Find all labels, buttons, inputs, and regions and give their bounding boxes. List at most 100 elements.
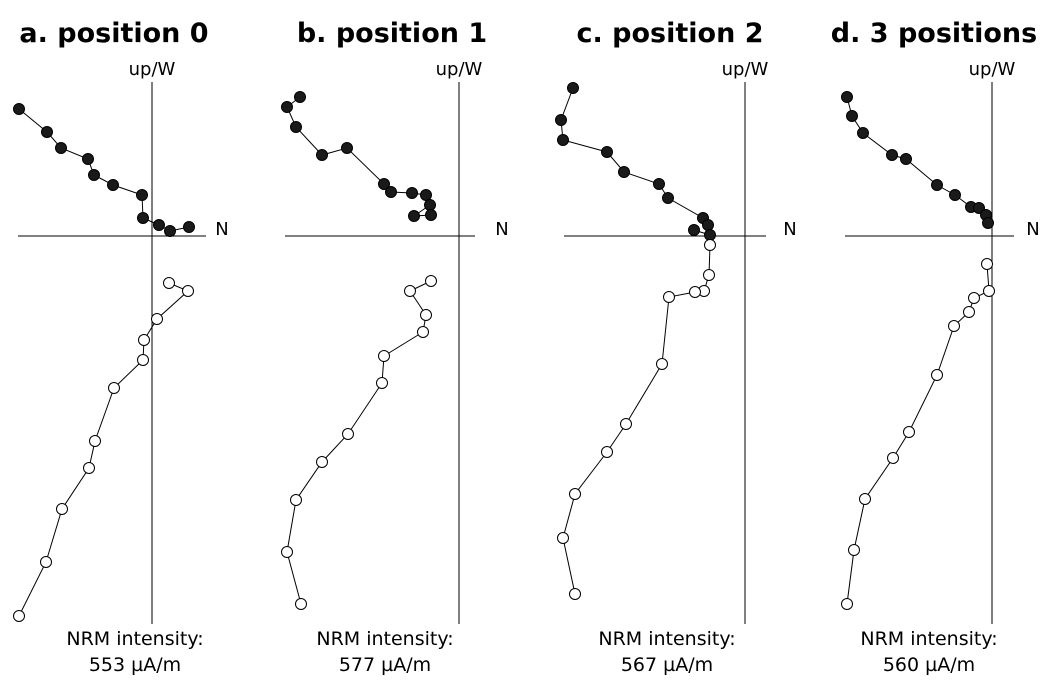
open-data-point (981, 258, 993, 270)
horizontal-axis-label: N (783, 219, 796, 240)
open-data-point (404, 285, 416, 297)
open-data-point (281, 546, 293, 558)
solid-data-point (385, 186, 397, 198)
open-data-point (848, 544, 860, 556)
panel-0: a. position 0 up/W N NRM intensity: 553 µA/m (13, 18, 229, 676)
caption-line-2: 567 µA/m (621, 654, 713, 676)
open-data-point (376, 377, 388, 389)
solid-data-point (973, 202, 985, 214)
vertical-axis-label: up/W (129, 59, 176, 80)
solid-data-point (982, 217, 994, 229)
open-data-point (569, 588, 581, 600)
open-data-point (13, 610, 25, 622)
zijderveld-panels: a. position 0 up/W N NRM intensity: 553 µA/m… (13, 18, 1040, 676)
panel-title: a. position 0 (19, 18, 208, 49)
solid-data-point (567, 82, 579, 94)
solid-data-point (55, 142, 67, 154)
open-data-point (704, 239, 716, 251)
panel-1: b. position 1 up/W N NRM intensity: 577 µA/m (281, 18, 509, 676)
open-data-point (163, 277, 175, 289)
solid-data-point (886, 149, 898, 161)
caption-line-2: 560 µA/m (883, 654, 975, 676)
open-data-point (557, 532, 569, 544)
open-data-point (601, 446, 613, 458)
open-data-point (151, 313, 163, 325)
solid-data-point (846, 110, 858, 122)
open-data-point (931, 369, 943, 381)
solid-data-point (662, 192, 674, 204)
caption-line-2: 553 µA/m (89, 654, 181, 676)
caption-line-1: NRM intensity: (66, 628, 203, 650)
open-data-point (378, 350, 390, 362)
solid-data-point (88, 169, 100, 181)
open-series-line (286, 280, 432, 605)
open-data-point (703, 269, 715, 281)
open-data-point (948, 320, 960, 332)
open-data-point (290, 494, 302, 506)
solid-data-point (316, 149, 328, 161)
solid-data-point (82, 153, 94, 165)
open-data-point (425, 275, 437, 287)
open-data-point (83, 462, 95, 474)
solid-data-point (949, 189, 961, 201)
solid-data-point (900, 153, 912, 165)
open-data-point (137, 354, 149, 366)
open-data-point (656, 358, 668, 370)
solid-data-point (406, 187, 418, 199)
solid-data-point (294, 91, 306, 103)
solid-data-point (841, 91, 853, 103)
vertical-axis-label: up/W (969, 59, 1016, 80)
open-data-point (342, 428, 354, 440)
solid-data-point (153, 219, 165, 231)
solid-data-point (557, 134, 569, 146)
solid-data-point (408, 210, 420, 222)
open-data-point (108, 382, 120, 394)
solid-data-point (137, 212, 149, 224)
solid-data-point (857, 127, 869, 139)
solid-data-point (425, 209, 437, 221)
solid-data-point (601, 146, 613, 158)
solid-data-point (618, 166, 630, 178)
open-data-point (138, 334, 150, 346)
open-series-line (562, 244, 711, 595)
caption-line-1: NRM intensity: (598, 628, 735, 650)
open-data-point (859, 493, 871, 505)
solid-data-point (41, 126, 53, 138)
solid-data-point (136, 189, 148, 201)
open-data-point (663, 291, 675, 303)
solid-data-point (341, 142, 353, 154)
open-data-point (417, 326, 429, 338)
open-data-point (887, 452, 899, 464)
open-data-point (841, 598, 853, 610)
solid-data-point (653, 178, 665, 190)
solid-data-point (555, 114, 567, 126)
solid-data-point (931, 179, 943, 191)
caption-line-1: NRM intensity: (860, 628, 997, 650)
open-data-point (89, 435, 101, 447)
open-data-point (968, 292, 980, 304)
vertical-axis-label: up/W (436, 59, 483, 80)
solid-data-point (704, 229, 716, 241)
solid-series-line (560, 87, 711, 236)
open-data-point (316, 456, 328, 468)
vertical-axis-label: up/W (722, 59, 769, 80)
open-data-point (983, 285, 995, 297)
solid-data-point (13, 103, 25, 115)
horizontal-axis-label: N (1026, 219, 1039, 240)
solid-data-point (290, 121, 302, 133)
solid-data-point (420, 189, 432, 201)
open-data-point (420, 309, 432, 321)
solid-data-point (688, 224, 700, 236)
horizontal-axis-label: N (495, 219, 508, 240)
solid-data-point (702, 219, 714, 231)
solid-data-point (378, 178, 390, 190)
open-data-point (620, 418, 632, 430)
open-data-point (40, 556, 52, 568)
caption-line-2: 577 µA/m (339, 654, 431, 676)
panel-title: d. 3 positions (831, 18, 1037, 49)
solid-data-point (107, 179, 119, 191)
open-data-point (182, 285, 194, 297)
solid-data-point (424, 199, 436, 211)
open-data-point (689, 286, 701, 298)
